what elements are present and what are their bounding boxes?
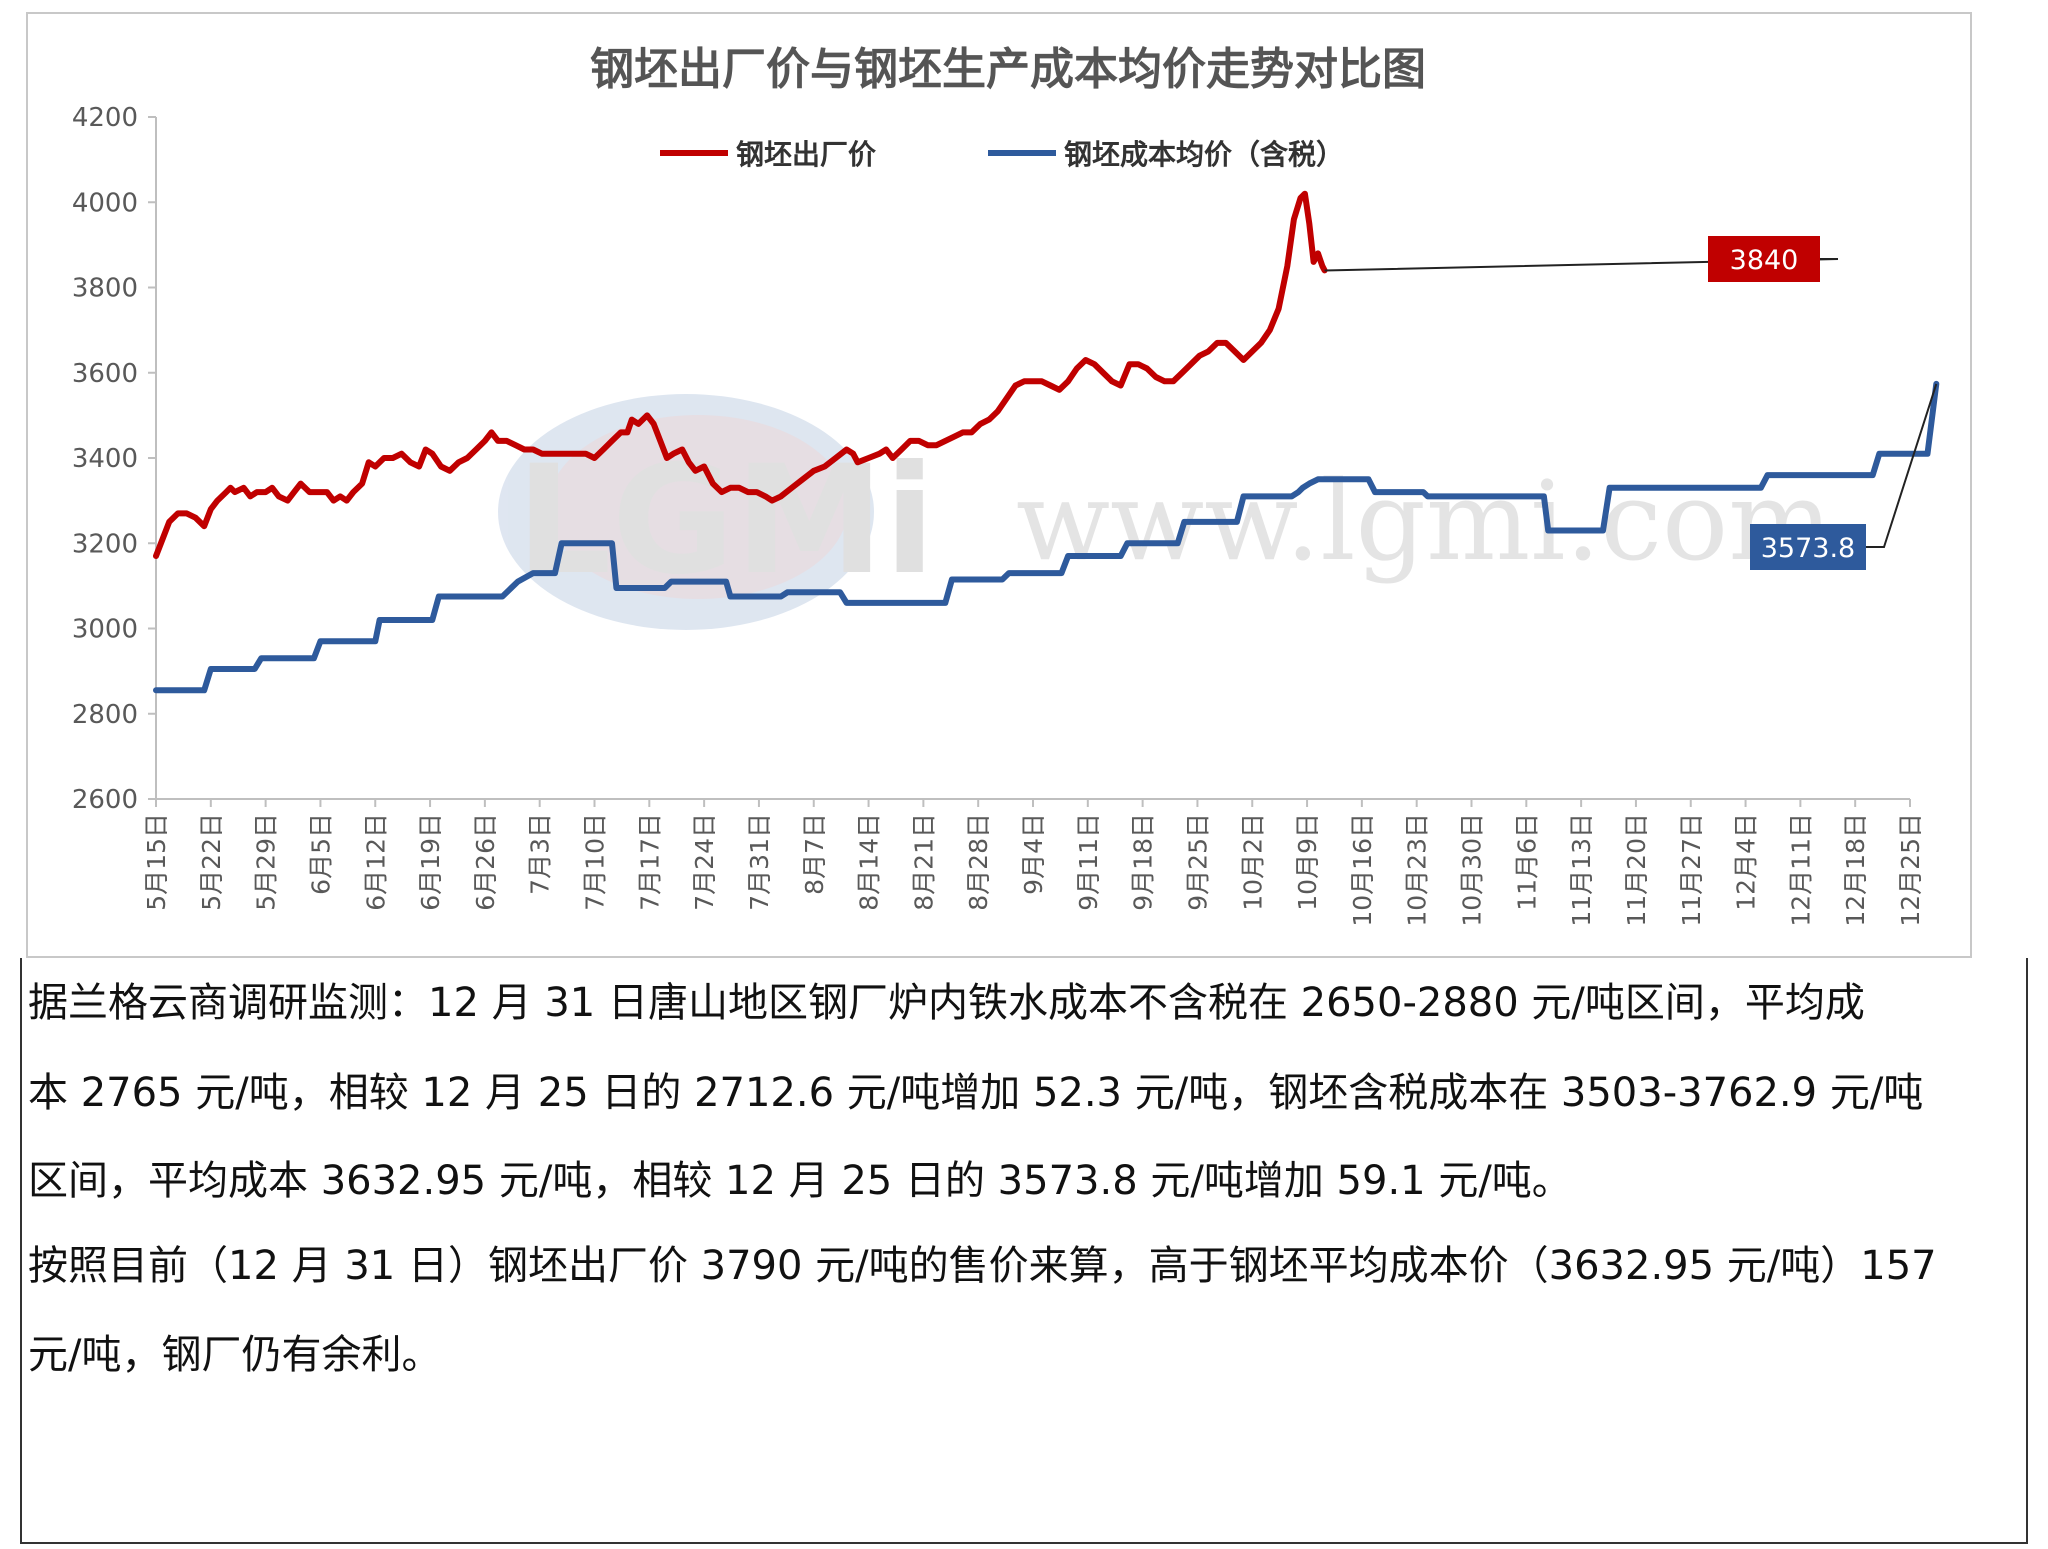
y-tick-label: 3200 (72, 529, 138, 559)
x-tick-label: 11月27日 (1677, 813, 1706, 927)
y-tick-label: 3000 (72, 615, 138, 645)
y-tick-label: 4000 (72, 188, 138, 218)
callout-label: 3840 (1730, 245, 1799, 276)
legend-label-price: 钢坯出厂价 (736, 138, 877, 171)
x-tick-label: 9月4日 (1019, 813, 1048, 895)
legend-label-cost: 钢坯成本均价（含税） (1064, 138, 1344, 171)
watermark-url-text: www.lgmi.com (1016, 457, 1833, 585)
x-tick-label: 10月30日 (1458, 813, 1487, 927)
y-tick-label: 3800 (72, 274, 138, 304)
x-tick-label: 7月3日 (526, 813, 555, 895)
series-line-price (153, 190, 1328, 559)
series-layer (153, 190, 1940, 694)
x-tick-label: 9月18日 (1129, 813, 1158, 911)
x-tick-label: 12月18日 (1841, 813, 1870, 927)
chart-title: 钢坯出厂价与钢坯生产成本均价走势对比图 (590, 44, 1426, 95)
callout-label: 3573.8 (1761, 533, 1855, 564)
callout-leader-line (1324, 258, 1839, 272)
y-tick-label: 2800 (72, 700, 138, 730)
x-tick-label: 10月9日 (1293, 813, 1322, 911)
x-tick-label: 6月19日 (416, 813, 445, 911)
annotation-layer: 3840 3573.8 (1324, 236, 1938, 570)
paragraph-line-2: 本 2765 元/吨，相较 12 月 25 日的 2712.6 元/吨增加 52… (28, 1070, 1924, 1116)
x-tick-label: 7月17日 (635, 813, 664, 911)
x-tick-label: 10月16日 (1348, 813, 1377, 927)
x-tick-label: 10月23日 (1403, 813, 1432, 927)
x-tick-label: 12月25日 (1896, 813, 1925, 927)
x-tick-label: 6月26日 (471, 813, 500, 911)
y-tick-label: 4200 (72, 103, 138, 133)
x-tick-label: 5月29日 (252, 813, 281, 911)
x-axis: 5月15日 5月22日 5月29日 6月5日 6月12日 6月19日 6月26日 7月3日 7月… (142, 798, 1925, 927)
x-tick-label: 12月11日 (1786, 813, 1815, 927)
x-tick-label: 8月21日 (909, 813, 938, 911)
x-tick-label: 11月6日 (1512, 813, 1541, 911)
x-tick-label: 7月31日 (745, 813, 774, 911)
lgmi-watermark: LGMi www.lgmi.com (498, 394, 1833, 630)
x-tick-label: 8月7日 (800, 813, 829, 895)
x-tick-label: 6月5日 (306, 813, 335, 895)
y-axis: 4200 4000 3800 3600 3400 3200 3000 2800 2600 (72, 103, 157, 815)
x-tick-label: 6月12日 (361, 813, 390, 911)
series-line-cost (153, 380, 1940, 694)
x-tick-label: 9月25日 (1183, 813, 1212, 911)
y-tick-label: 3600 (72, 359, 138, 389)
callout-leader-line (1866, 383, 1938, 548)
callout-box (1708, 236, 1820, 282)
callout-cost: 3573.8 (1750, 383, 1938, 570)
x-tick-label: 8月28日 (964, 813, 993, 911)
paragraph-line-5: 元/吨，钢厂仍有余利。 (28, 1332, 442, 1378)
paragraph-line-1: 据兰格云商调研监测：12 月 31 日唐山地区钢厂炉内铁水成本不含税在 2650… (28, 980, 1865, 1026)
paragraph-line-3: 区间，平均成本 3632.95 元/吨，相较 12 月 25 日的 3573.8… (28, 1158, 1572, 1204)
legend: 钢坯出厂价 钢坯成本均价（含税） (660, 138, 1344, 171)
analysis-text-panel: 据兰格云商调研监测：12 月 31 日唐山地区钢厂炉内铁水成本不含税在 2650… (20, 958, 2028, 1544)
y-tick-label: 2600 (72, 785, 138, 815)
x-tick-label: 8月14日 (855, 813, 884, 911)
price-cost-line-chart: LGMi www.lgmi.com 钢坯出厂价与钢坯生产成本均价走势对比图 钢坯… (72, 44, 1940, 927)
x-tick-label: 11月20日 (1622, 813, 1651, 927)
callout-box (1750, 524, 1866, 570)
watermark-logo-inner (548, 415, 848, 599)
x-tick-label: 10月2日 (1238, 813, 1267, 911)
x-tick-label: 5月22日 (197, 813, 226, 911)
watermark-logo-ellipse (498, 394, 874, 630)
x-tick-label: 11月13日 (1567, 813, 1596, 927)
x-tick-label: 7月24日 (690, 813, 719, 911)
callout-price: 3840 (1324, 236, 1839, 282)
x-tick-label: 7月10日 (581, 813, 610, 911)
x-tick-label: 5月15日 (142, 813, 171, 911)
x-tick-label: 12月4日 (1732, 813, 1761, 911)
y-tick-label: 3400 (72, 444, 138, 474)
paragraph-line-4: 按照目前（12 月 31 日）钢坯出厂价 3790 元/吨的售价来算，高于钢坯平… (28, 1243, 1937, 1289)
x-tick-label: 9月11日 (1074, 813, 1103, 911)
chart-frame: LGMi www.lgmi.com 钢坯出厂价与钢坯生产成本均价走势对比图 钢坯… (26, 12, 1972, 958)
